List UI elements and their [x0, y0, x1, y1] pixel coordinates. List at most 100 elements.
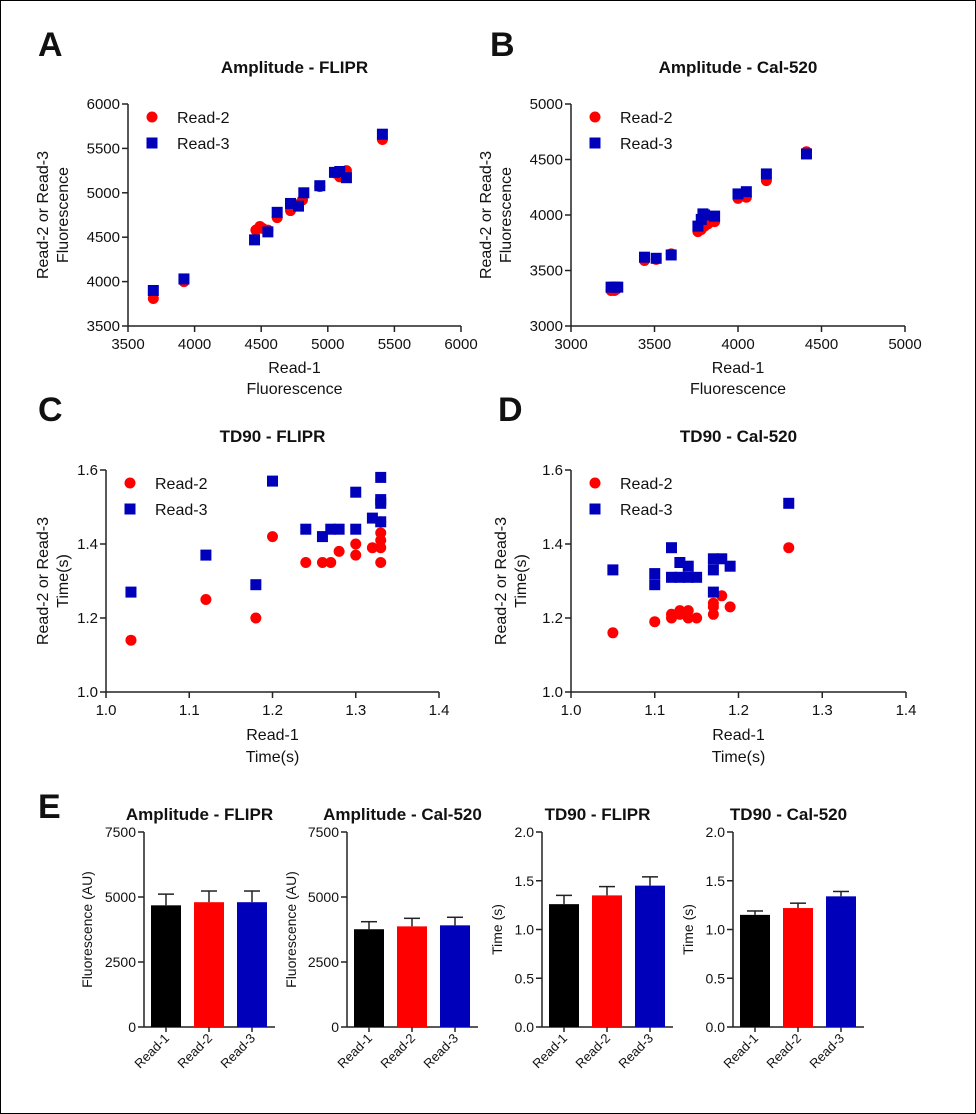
data-point	[674, 608, 686, 620]
data-point	[325, 523, 337, 535]
legend-label: Read-3	[620, 136, 673, 153]
data-point	[285, 197, 297, 209]
data-point	[666, 571, 677, 583]
legend-label: Read-2	[155, 476, 208, 493]
y-tick-label: 3000	[530, 318, 563, 335]
x-tick-label: 4500	[245, 336, 278, 353]
legend-marker-square	[589, 503, 601, 515]
y-axis-label: Time(s)	[55, 554, 72, 608]
chart-2: Amplitude - Cal-520 3000 3500 4000 4500 5000 3…	[478, 58, 922, 398]
data-point	[333, 545, 345, 557]
data-point	[300, 557, 312, 568]
data-point	[707, 597, 719, 609]
data-point	[316, 557, 328, 568]
y-axis-label: Fluorescence	[55, 167, 72, 263]
data-point	[375, 494, 387, 506]
chart-title: TD90 - Cal-520	[730, 805, 847, 824]
x-tick-label: 5000	[311, 336, 344, 353]
data-point	[649, 579, 661, 591]
x-tick-label: 1.1	[644, 702, 665, 719]
data-point	[783, 497, 795, 509]
y-tick-label: 3500	[87, 318, 120, 335]
x-axis-label: Read-1	[246, 727, 299, 744]
y-tick-label: 1.5	[706, 873, 726, 889]
y-tick-label: 0.0	[706, 1019, 726, 1035]
data-point	[732, 188, 744, 200]
data-point	[691, 571, 703, 583]
legend-marker-circle	[589, 111, 601, 123]
panel-letter-b: B	[490, 26, 515, 64]
legend-marker-square	[146, 137, 158, 149]
y-tick-label: 0.5	[706, 970, 726, 986]
data-point	[325, 557, 337, 568]
data-point	[267, 475, 278, 487]
data-point	[724, 560, 736, 572]
bar-read-1	[151, 905, 181, 1027]
data-point	[262, 226, 274, 238]
data-point	[298, 187, 310, 199]
data-point	[724, 601, 736, 613]
y-tick-label: 4000	[530, 207, 563, 224]
legend-label: Read-3	[155, 502, 208, 519]
y-tick-label: 6000	[87, 96, 120, 113]
series-read-3	[147, 128, 388, 296]
y-axis-label: Fluorescence (AU)	[79, 871, 95, 988]
chart-title: TD90 - FLIPR	[220, 427, 326, 446]
y-axis-label: Read-2 or Read-3	[35, 517, 52, 645]
data-point	[740, 186, 752, 198]
legend-label: Read-2	[620, 476, 673, 493]
x-axis-label: Read-1	[712, 727, 765, 744]
y-tick-label: 0.0	[515, 1019, 535, 1035]
x-tick-label: 4000	[721, 336, 754, 353]
series-read-3	[605, 148, 812, 293]
data-point	[178, 273, 190, 285]
y-axis-label: Fluorescence (AU)	[283, 871, 299, 988]
data-point	[333, 523, 345, 535]
data-point	[607, 627, 619, 639]
bar-read-2	[592, 895, 622, 1027]
data-point	[691, 612, 703, 624]
y-tick-label: 1.0	[542, 684, 563, 701]
y-axis-label: Read-2 or Read-3	[493, 517, 510, 645]
data-point	[350, 538, 362, 550]
y-tick-label: 7500	[105, 824, 136, 840]
data-point	[692, 220, 704, 232]
data-point	[316, 531, 328, 543]
y-axis-label: Time (s)	[489, 904, 505, 955]
x-tick-label: 5000	[888, 336, 921, 353]
y-tick-label: 1.4	[542, 536, 563, 553]
x-tick-label: 1.0	[96, 702, 117, 719]
y-tick-label: 1.0	[515, 922, 535, 938]
y-tick-label: 1.0	[706, 922, 726, 938]
data-point	[375, 471, 387, 483]
legend-label: Read-2	[620, 110, 673, 127]
x-axis-label: Read-1	[268, 360, 321, 377]
chart-title: Amplitude - FLIPR	[126, 805, 273, 824]
y-tick-label: 5000	[530, 96, 563, 113]
series-read-3	[607, 497, 795, 598]
y-tick-label: 0.5	[515, 970, 535, 986]
data-point	[707, 553, 719, 565]
panel-letter-c: C	[38, 391, 63, 429]
data-point	[250, 612, 262, 624]
legend-marker-circle	[146, 111, 158, 123]
data-point	[709, 210, 721, 222]
data-point	[147, 284, 159, 296]
chart-1: Amplitude - FLIPR 3500 4000 4500 5000 5500 600…	[35, 58, 478, 398]
data-point	[638, 251, 650, 263]
bar-read-2	[397, 926, 427, 1027]
data-point	[314, 180, 326, 192]
legend-marker-circle	[589, 477, 601, 489]
data-point	[707, 586, 719, 598]
data-point	[376, 128, 388, 140]
x-tick-label: 4500	[805, 336, 838, 353]
y-tick-label: 2.0	[706, 824, 726, 840]
y-axis-label: Read-2 or Read-3	[478, 151, 495, 279]
data-point	[650, 252, 662, 264]
x-tick-label: 3500	[638, 336, 671, 353]
series-read-2	[607, 542, 795, 639]
y-tick-label: 5000	[105, 889, 136, 905]
legend-marker-circle	[124, 477, 136, 489]
data-point	[334, 165, 346, 177]
